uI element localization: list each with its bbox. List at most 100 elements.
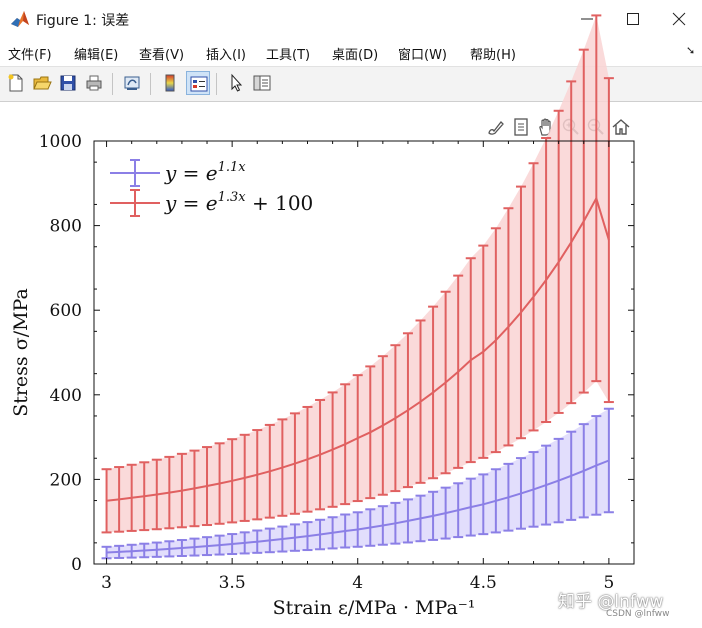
series-1-errorbar bbox=[503, 207, 514, 447]
menu-desktop[interactable]: 桌面(D) bbox=[332, 48, 379, 63]
series-0-errorbar bbox=[490, 468, 501, 534]
series-1-errorbar bbox=[151, 458, 162, 531]
series-0-errorbar bbox=[340, 513, 351, 549]
series-1-errorbar bbox=[164, 455, 175, 530]
error-bars bbox=[101, 14, 614, 560]
series-1-errorbar bbox=[227, 438, 238, 524]
series-0-errorbar bbox=[503, 462, 514, 532]
series-0-errorbar bbox=[302, 521, 313, 552]
y-tick-label: 200 bbox=[50, 470, 82, 490]
series-1-errorbar bbox=[264, 423, 275, 519]
matlab-logo-icon bbox=[10, 9, 30, 29]
series-0-errorbar bbox=[126, 543, 137, 559]
series-0-errorbar bbox=[541, 444, 552, 526]
legend-label: y = e1.1x bbox=[164, 160, 246, 185]
series-0-errorbar bbox=[315, 518, 326, 551]
minimize-button[interactable] bbox=[564, 0, 610, 38]
link-plot-icon[interactable] bbox=[120, 71, 144, 95]
data-tips-icon[interactable] bbox=[510, 116, 532, 138]
print-icon[interactable] bbox=[82, 71, 106, 95]
series-1-errorbar bbox=[126, 463, 137, 532]
title-bar[interactable]: Figure 1: 误差 bbox=[0, 0, 702, 38]
series-0-errorbar bbox=[428, 490, 439, 541]
series-0-errorbar bbox=[227, 533, 238, 556]
y-axis-label: Stress σ/MPa bbox=[10, 288, 32, 417]
menu-file[interactable]: 文件(F) bbox=[8, 48, 52, 63]
series-1-errorbar bbox=[277, 418, 288, 517]
menu-edit[interactable]: 编辑(E) bbox=[74, 48, 119, 63]
series-1-errorbar bbox=[390, 344, 401, 493]
series-1-errorbar bbox=[553, 109, 564, 414]
new-figure-icon[interactable] bbox=[4, 71, 28, 95]
open-file-icon[interactable] bbox=[30, 71, 54, 95]
menu-help[interactable]: 帮助(H) bbox=[470, 48, 516, 63]
dock-arrow-icon[interactable]: ➘ bbox=[686, 44, 696, 57]
series-0-errorbar bbox=[553, 437, 564, 524]
series-1-errorbar bbox=[202, 446, 213, 527]
series-0-errorbar bbox=[239, 531, 250, 555]
series-0-errorbar bbox=[578, 423, 589, 519]
series-0-errorbar bbox=[289, 523, 300, 552]
series-1-errorbar bbox=[465, 257, 476, 464]
toolbar-separator bbox=[216, 73, 217, 95]
series-1-errorbar bbox=[340, 383, 351, 506]
y-tick-label: 0 bbox=[71, 555, 82, 575]
series-0-errorbar bbox=[139, 542, 150, 559]
series-1-errorbar bbox=[377, 355, 388, 496]
menu-tools[interactable]: 工具(T) bbox=[266, 48, 311, 63]
series-1-errorbar bbox=[139, 461, 150, 532]
x-axis-label: Strain ε/MPa · MPa⁻¹ bbox=[273, 597, 476, 619]
series-0-errorbar bbox=[603, 407, 614, 514]
series-0-errorbar bbox=[252, 529, 263, 554]
close-button[interactable] bbox=[656, 0, 702, 38]
series-0-errorbar bbox=[277, 525, 288, 553]
menu-window[interactable]: 窗口(W) bbox=[398, 48, 447, 63]
legend-entry-1: y = e1.3x + 100 bbox=[110, 189, 313, 217]
toolbar-separator bbox=[150, 73, 151, 95]
maximize-button[interactable] bbox=[610, 0, 656, 38]
legend-icon[interactable] bbox=[186, 71, 210, 95]
y-tick-label: 800 bbox=[50, 217, 82, 237]
series-1-errorbar bbox=[365, 365, 376, 500]
pointer-icon[interactable] bbox=[224, 71, 248, 95]
series-0-errorbar bbox=[478, 473, 489, 536]
property-inspector-icon[interactable] bbox=[250, 71, 274, 95]
series-1-errorbar bbox=[114, 466, 125, 533]
series-0-errorbar bbox=[202, 536, 213, 557]
menu-insert[interactable]: 插入(I) bbox=[206, 48, 246, 63]
colorbar-icon[interactable] bbox=[158, 71, 182, 95]
series-1-errorbar bbox=[415, 319, 426, 484]
series-1-errorbar bbox=[490, 227, 501, 454]
series-0-errorbar bbox=[214, 534, 225, 556]
series-1-errorbar bbox=[214, 442, 225, 525]
series-0-errorbar bbox=[151, 541, 162, 558]
series-0-errorbar bbox=[515, 457, 526, 530]
home-icon[interactable] bbox=[610, 116, 632, 138]
menu-view[interactable]: 查看(V) bbox=[139, 48, 185, 63]
series-1-errorbar bbox=[566, 80, 577, 405]
save-icon[interactable] bbox=[56, 71, 80, 95]
pan-hand-icon[interactable] bbox=[535, 116, 557, 138]
series-0-errorbar bbox=[465, 477, 476, 537]
x-tick-label: 4 bbox=[352, 573, 363, 593]
x-tick-label: 5 bbox=[603, 573, 614, 593]
y-tick-label: 400 bbox=[50, 386, 82, 406]
series-1-errorbar bbox=[541, 136, 552, 423]
watermark-source: CSDN @lnfww bbox=[606, 609, 670, 619]
x-tick-label: 4.5 bbox=[470, 573, 497, 593]
series-0-errorbar bbox=[402, 498, 413, 544]
series-1-errorbar bbox=[528, 162, 539, 432]
series-1-errorbar bbox=[603, 77, 614, 404]
series-1-errorbar bbox=[289, 412, 300, 515]
series-1-errorbar bbox=[252, 429, 263, 521]
legend[interactable]: y = e1.1x y = e1.3x + 100 bbox=[110, 159, 313, 217]
window-title: Figure 1: 误差 bbox=[36, 13, 130, 29]
toolbar-separator bbox=[112, 73, 113, 95]
brush-icon[interactable] bbox=[485, 116, 507, 138]
series-1-errorbar bbox=[327, 391, 338, 508]
series-1-errorbar bbox=[591, 14, 602, 383]
legend-label: y = e1.3x + 100 bbox=[164, 190, 313, 215]
series-1-errorbar bbox=[453, 274, 464, 469]
